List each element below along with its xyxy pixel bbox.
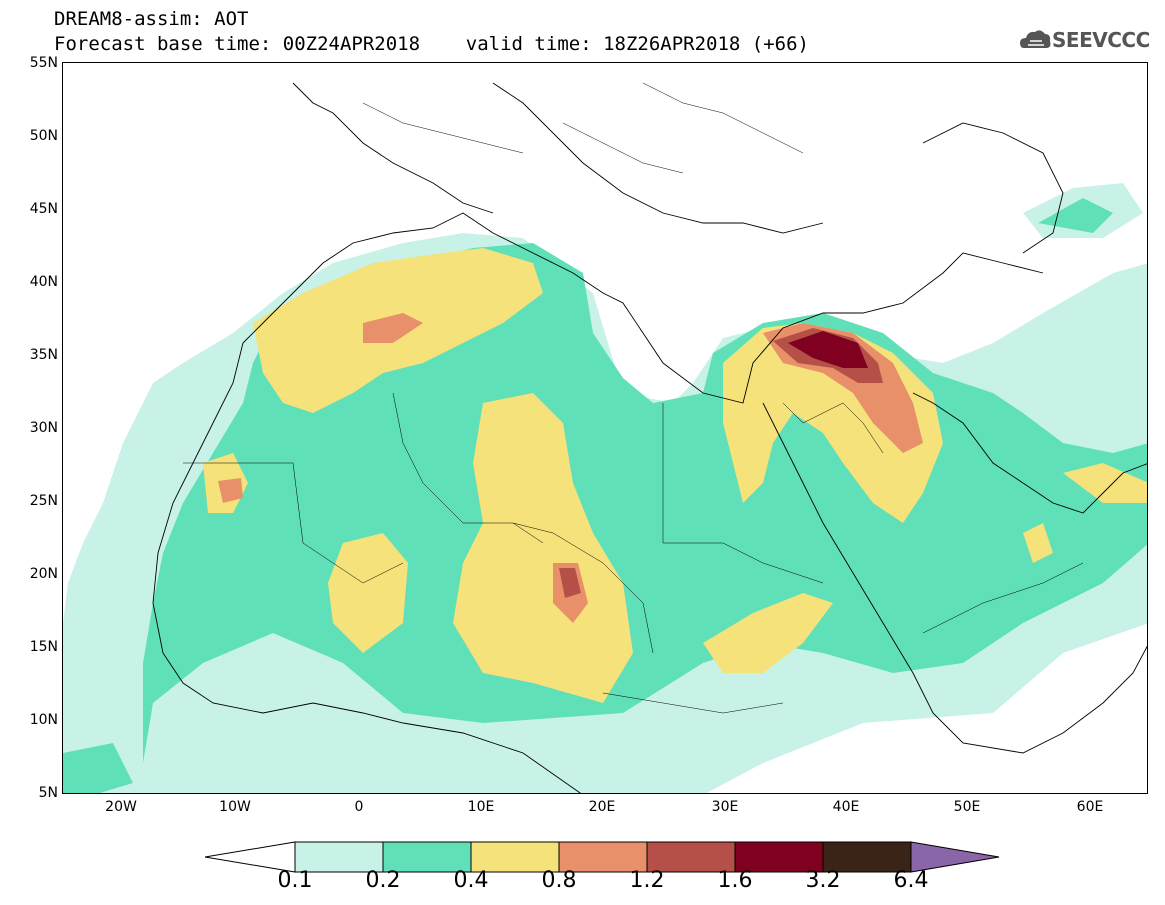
lon-label: 50E — [953, 799, 981, 815]
lon-label: 40E — [832, 799, 860, 815]
logo-text: SEEVCCC — [1052, 28, 1150, 52]
lat-label: 5N — [38, 785, 58, 801]
lat-label: 35N — [29, 347, 58, 363]
colorbar-label: 0.1 — [277, 868, 313, 893]
lat-label: 40N — [29, 274, 58, 290]
colorbar — [205, 841, 1000, 873]
lat-label: 50N — [29, 128, 58, 144]
forecast-time-subtitle: Forecast base time: 00Z24APR2018 valid t… — [54, 33, 809, 55]
lon-label: 20E — [588, 799, 616, 815]
lat-label: 45N — [29, 201, 58, 217]
lat-label: 15N — [29, 639, 58, 655]
colorbar-label: 6.4 — [893, 868, 929, 893]
country-borders — [183, 82, 1084, 714]
lon-label: 30E — [711, 799, 739, 815]
lon-label: 20W — [105, 799, 137, 815]
aot-level-1-6 — [788, 331, 868, 368]
colorbar-label: 0.2 — [365, 868, 401, 893]
aot-field — [63, 82, 1147, 793]
colorbar-bin-2 — [470, 841, 560, 873]
lon-label: 0 — [354, 799, 364, 815]
colorbar-bin-1 — [382, 841, 472, 873]
cloud-logo-icon — [1020, 30, 1051, 48]
colorbar-bin-0 — [294, 841, 384, 873]
colorbar-label: 1.6 — [717, 868, 753, 893]
colorbar-label: 0.4 — [453, 868, 489, 893]
colorbar-label: 1.2 — [629, 868, 665, 893]
lat-label: 55N — [29, 55, 58, 71]
colorbar-bin-6 — [822, 841, 912, 873]
lon-label: 10E — [467, 799, 495, 815]
coastlines — [152, 82, 1147, 793]
lon-label: 10W — [219, 799, 251, 815]
map-title: DREAM8-assim: AOT — [54, 8, 249, 30]
colorbar-over-triangle — [910, 841, 1000, 873]
colorbar-label: 0.8 — [541, 868, 577, 893]
lat-label: 20N — [29, 566, 58, 582]
aot-map — [62, 62, 1148, 794]
colorbar-label: 3.2 — [805, 868, 841, 893]
lat-label: 25N — [29, 493, 58, 509]
lat-label: 10N — [29, 712, 58, 728]
lon-label: 60E — [1076, 799, 1104, 815]
lat-label: 30N — [29, 420, 58, 436]
